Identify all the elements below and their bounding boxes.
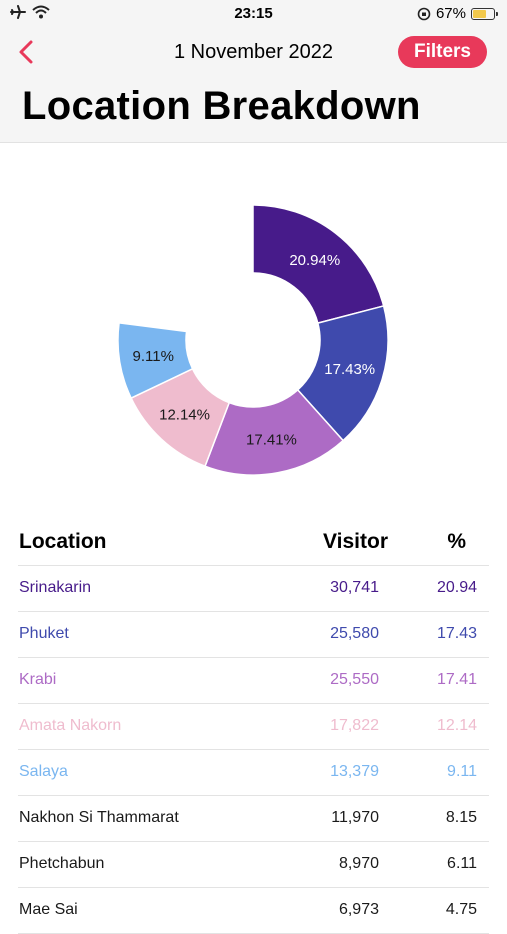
table-body: Srinakarin 30,741 20.94 Phuket 25,580 17.43 Kr… xyxy=(18,566,489,934)
status-bar: 23:15 67% xyxy=(0,0,507,28)
table-row[interactable]: Phuket 25,580 17.43 xyxy=(18,612,489,658)
location-cell: Salaya xyxy=(19,763,68,780)
location-cell: Phetchabun xyxy=(19,855,105,872)
status-right: 67% xyxy=(417,5,498,22)
donut-slice-salaya[interactable] xyxy=(117,321,194,400)
page-title: Location Breakdown xyxy=(22,84,421,128)
visitor-cell: 8,970 xyxy=(338,855,379,872)
table-row[interactable]: Nakhon Si Thammarat 11,970 8.15 xyxy=(18,796,489,842)
slice-label: 17.43% xyxy=(324,361,375,378)
percent-cell: 4.75 xyxy=(445,901,477,918)
table-row[interactable]: Mae Sai 6,973 4.75 xyxy=(18,888,489,934)
percent-cell: 20.94 xyxy=(436,579,477,596)
header-percent: % xyxy=(447,530,466,553)
visitor-cell: 25,550 xyxy=(330,671,379,688)
visitor-cell: 6,973 xyxy=(338,901,379,918)
wifi-icon xyxy=(32,5,50,19)
donut-slice-srinakarin[interactable] xyxy=(252,204,385,325)
location-cell: Phuket xyxy=(19,625,69,642)
table-row[interactable]: Krabi 25,550 17.41 xyxy=(18,658,489,704)
slice-label: 20.94% xyxy=(289,252,340,269)
location-cell: Krabi xyxy=(19,671,57,688)
header: 23:15 67% 1 November 2022 Filters Locati… xyxy=(0,0,507,143)
nav-date: 1 November 2022 xyxy=(174,41,333,63)
slice-label: 17.41% xyxy=(246,431,297,448)
battery-percent: 67% xyxy=(435,5,466,22)
visitor-cell: 13,379 xyxy=(330,763,379,780)
slice-label: 9.11% xyxy=(133,348,174,365)
header-location: Location xyxy=(19,530,107,553)
location-cell: Nakhon Si Thammarat xyxy=(19,809,179,826)
table-row[interactable]: Srinakarin 30,741 20.94 xyxy=(18,566,489,612)
location-cell: Srinakarin xyxy=(19,579,92,596)
airplane-icon xyxy=(10,5,26,19)
header-visitor: Visitor xyxy=(323,530,388,553)
slice-label: 12.14% xyxy=(159,406,210,423)
percent-cell: 17.41 xyxy=(436,671,477,688)
status-left xyxy=(10,5,50,19)
percent-cell: 6.11 xyxy=(447,855,477,872)
percent-cell: 12.14 xyxy=(436,717,477,734)
donut-chart: 20.94% 17.43% 17.41% 12.14% 9.11% xyxy=(117,204,389,476)
location-cell: Amata Nakorn xyxy=(19,717,122,734)
location-cell: Mae Sai xyxy=(19,901,78,918)
location-table: Location Visitor % Srinakarin 30,741 20.94… xyxy=(18,520,489,934)
back-chevron-icon[interactable] xyxy=(12,36,42,68)
visitor-cell: 17,822 xyxy=(330,717,379,734)
battery-icon xyxy=(471,7,498,20)
filters-button[interactable]: Filters xyxy=(397,36,487,68)
orientation-lock-icon xyxy=(417,7,431,20)
donut-slice-phuket[interactable] xyxy=(296,305,389,442)
table-row[interactable]: Phetchabun 8,970 6.11 xyxy=(18,842,489,888)
table-row[interactable]: Amata Nakorn 17,822 12.14 xyxy=(18,704,489,750)
visitor-cell: 30,741 xyxy=(330,579,379,596)
percent-cell: 9.11 xyxy=(447,763,477,780)
battery-level-fill xyxy=(473,9,486,18)
table-row[interactable]: Salaya 13,379 9.11 xyxy=(18,750,489,796)
percent-cell: 8.15 xyxy=(445,809,477,826)
donut-slice-krabi[interactable] xyxy=(204,388,345,476)
percent-cell: 17.43 xyxy=(436,625,477,642)
status-time: 23:15 xyxy=(234,5,273,22)
table-header: Location Visitor % xyxy=(18,520,489,566)
visitor-cell: 11,970 xyxy=(331,809,379,826)
visitor-cell: 25,580 xyxy=(330,625,379,642)
